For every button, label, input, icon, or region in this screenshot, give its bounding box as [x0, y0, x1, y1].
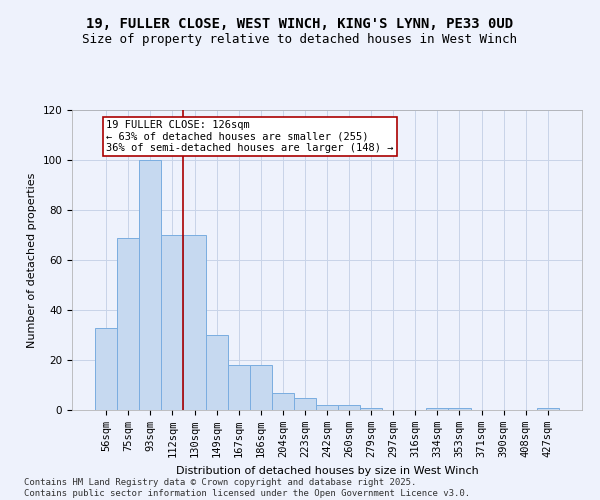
Bar	[316, 405, 338, 410]
Bar	[360, 408, 382, 410]
Bar	[227, 365, 250, 410]
Bar	[272, 392, 294, 410]
Bar	[294, 398, 316, 410]
Bar	[448, 408, 470, 410]
Bar	[250, 365, 272, 410]
Text: Contains HM Land Registry data © Crown copyright and database right 2025.
Contai: Contains HM Land Registry data © Crown c…	[24, 478, 470, 498]
Bar	[161, 235, 184, 410]
Text: 19, FULLER CLOSE, WEST WINCH, KING'S LYNN, PE33 0UD: 19, FULLER CLOSE, WEST WINCH, KING'S LYN…	[86, 18, 514, 32]
Bar	[184, 235, 206, 410]
X-axis label: Distribution of detached houses by size in West Winch: Distribution of detached houses by size …	[176, 466, 478, 475]
Text: Size of property relative to detached houses in West Winch: Size of property relative to detached ho…	[83, 32, 517, 46]
Bar	[338, 405, 360, 410]
Text: 19 FULLER CLOSE: 126sqm
← 63% of detached houses are smaller (255)
36% of semi-d: 19 FULLER CLOSE: 126sqm ← 63% of detache…	[106, 120, 394, 153]
Bar	[95, 328, 117, 410]
Y-axis label: Number of detached properties: Number of detached properties	[27, 172, 37, 348]
Bar	[117, 238, 139, 410]
Bar	[139, 160, 161, 410]
Bar	[537, 408, 559, 410]
Bar	[206, 335, 227, 410]
Bar	[427, 408, 448, 410]
